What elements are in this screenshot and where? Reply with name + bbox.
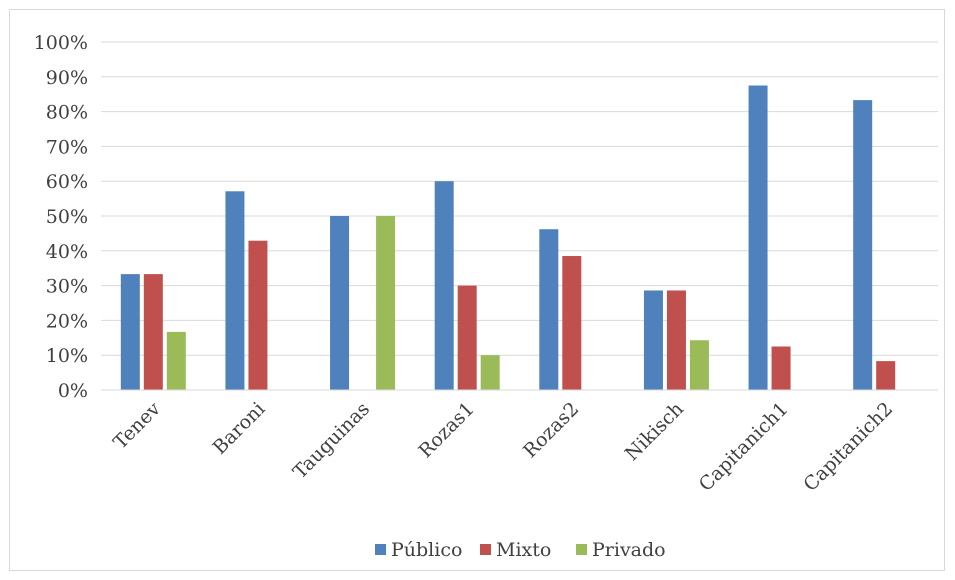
bar-p-blico-capitanich1 <box>748 85 768 390</box>
legend-label: Público <box>391 539 462 561</box>
y-tick-label: 60% <box>46 171 88 193</box>
bar-p-blico-capitanich2 <box>853 100 873 390</box>
y-tick-label: 70% <box>46 136 88 158</box>
x-tick-label: Baroni <box>209 398 270 459</box>
x-tick-label: Capitanich1 <box>695 398 793 496</box>
x-axis-tick-labels: Tenev Baroni Tauguinas Rozas1 Rozas2 Nikisch C… <box>109 398 897 496</box>
y-tick-label: 10% <box>46 345 88 367</box>
chart-frame <box>9 9 945 571</box>
y-tick-label: 80% <box>46 102 88 124</box>
y-tick-label: 0% <box>58 380 88 402</box>
y-tick-label: 40% <box>46 241 88 263</box>
bars <box>120 85 896 390</box>
bar-mixto-nikisch <box>666 290 686 390</box>
y-tick-label: 100% <box>34 32 88 54</box>
x-tick-label: Rozas2 <box>519 398 583 462</box>
bar-p-blico-rozas1 <box>434 181 454 390</box>
legend-swatch <box>576 544 587 555</box>
y-tick-label: 50% <box>46 206 88 228</box>
legend-label: Privado <box>592 539 666 561</box>
bar-mixto-capitanich1 <box>771 346 791 390</box>
bar-privado-rozas1 <box>480 355 500 390</box>
bar-mixto-baroni <box>248 240 268 390</box>
y-axis-tick-labels: 0% 10% 20% 30% 40% 50% 60% 70% 80% 90% 100% <box>34 32 88 402</box>
legend-label: Mixto <box>496 539 551 561</box>
x-tick-label: Rozas1 <box>414 398 478 462</box>
bar-privado-tauguinas <box>376 216 396 390</box>
bar-p-blico-tauguinas <box>330 216 350 390</box>
bar-mixto-rozas2 <box>562 256 582 390</box>
legend-swatch <box>375 544 386 555</box>
legend: Público Mixto Privado <box>375 539 666 561</box>
bar-p-blico-baroni <box>225 191 245 390</box>
x-tick-label: Tauguinas <box>289 398 374 483</box>
legend-swatch <box>480 544 491 555</box>
bar-mixto-rozas1 <box>457 285 477 390</box>
bar-privado-nikisch <box>689 340 709 390</box>
y-tick-label: 30% <box>46 276 88 298</box>
bar-p-blico-tenev <box>120 274 140 390</box>
x-tick-label: Nikisch <box>621 398 688 465</box>
bar-mixto-capitanich2 <box>876 361 896 390</box>
y-tick-label: 90% <box>46 67 88 89</box>
x-tick-label: Tenev <box>109 398 165 454</box>
bar-mixto-tenev <box>143 274 163 390</box>
bar-p-blico-rozas2 <box>539 229 559 390</box>
x-tick-label: Capitanich2 <box>799 398 897 496</box>
bar-privado-tenev <box>166 331 186 390</box>
y-tick-label: 20% <box>46 310 88 332</box>
bar-p-blico-nikisch <box>643 290 663 390</box>
